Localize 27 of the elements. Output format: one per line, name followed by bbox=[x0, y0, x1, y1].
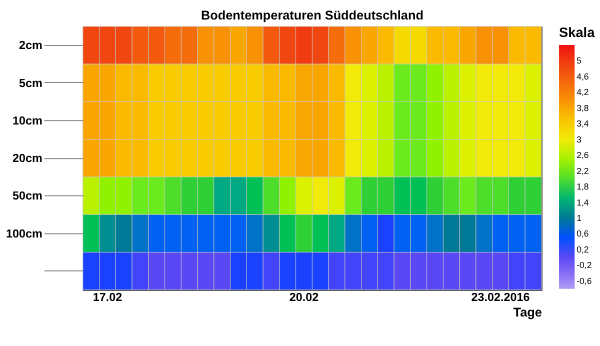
color-bar-label: 4,2 bbox=[576, 87, 589, 98]
color-bar-label: 5 bbox=[576, 56, 582, 66]
y-tick-label: 50cm bbox=[12, 190, 42, 203]
y-tick-label: 5cm bbox=[19, 76, 42, 90]
color-bar-label: 1,8 bbox=[576, 182, 589, 192]
chart-title: Bodentemperaturen Süddeutschland bbox=[200, 8, 424, 22]
color-bar-label: 0,2 bbox=[576, 244, 589, 254]
color-bar-label: 4,6 bbox=[576, 71, 589, 82]
x-tick-label: 23.02.2016 bbox=[471, 291, 530, 304]
y-tick-label: 100cm bbox=[6, 227, 42, 240]
color-bar-label: 0,6 bbox=[576, 228, 589, 239]
color-bar-label: 2,2 bbox=[576, 166, 589, 176]
color-bar-label: 1 bbox=[576, 212, 582, 223]
color-bar-label: 3,8 bbox=[576, 102, 589, 113]
legend-title: Skala bbox=[559, 25, 596, 40]
x-tick-label: 20.02 bbox=[289, 291, 320, 304]
color-bar-label: 3 bbox=[576, 134, 582, 144]
color-bar-label: -0,2 bbox=[576, 260, 592, 270]
x-tick-label: 17.02 bbox=[92, 291, 123, 304]
y-tick-label: 10cm bbox=[12, 114, 42, 128]
color-bar-label: -0,6 bbox=[576, 276, 592, 286]
y-tick-label: 20cm bbox=[12, 152, 42, 166]
color-bar-label: 1,4 bbox=[576, 197, 589, 208]
color-bar-label: 2,6 bbox=[576, 150, 589, 160]
color-bar-label: 3,4 bbox=[576, 118, 589, 129]
x-axis-title: Tage bbox=[513, 306, 542, 320]
y-tick-label: 2cm bbox=[19, 39, 42, 52]
